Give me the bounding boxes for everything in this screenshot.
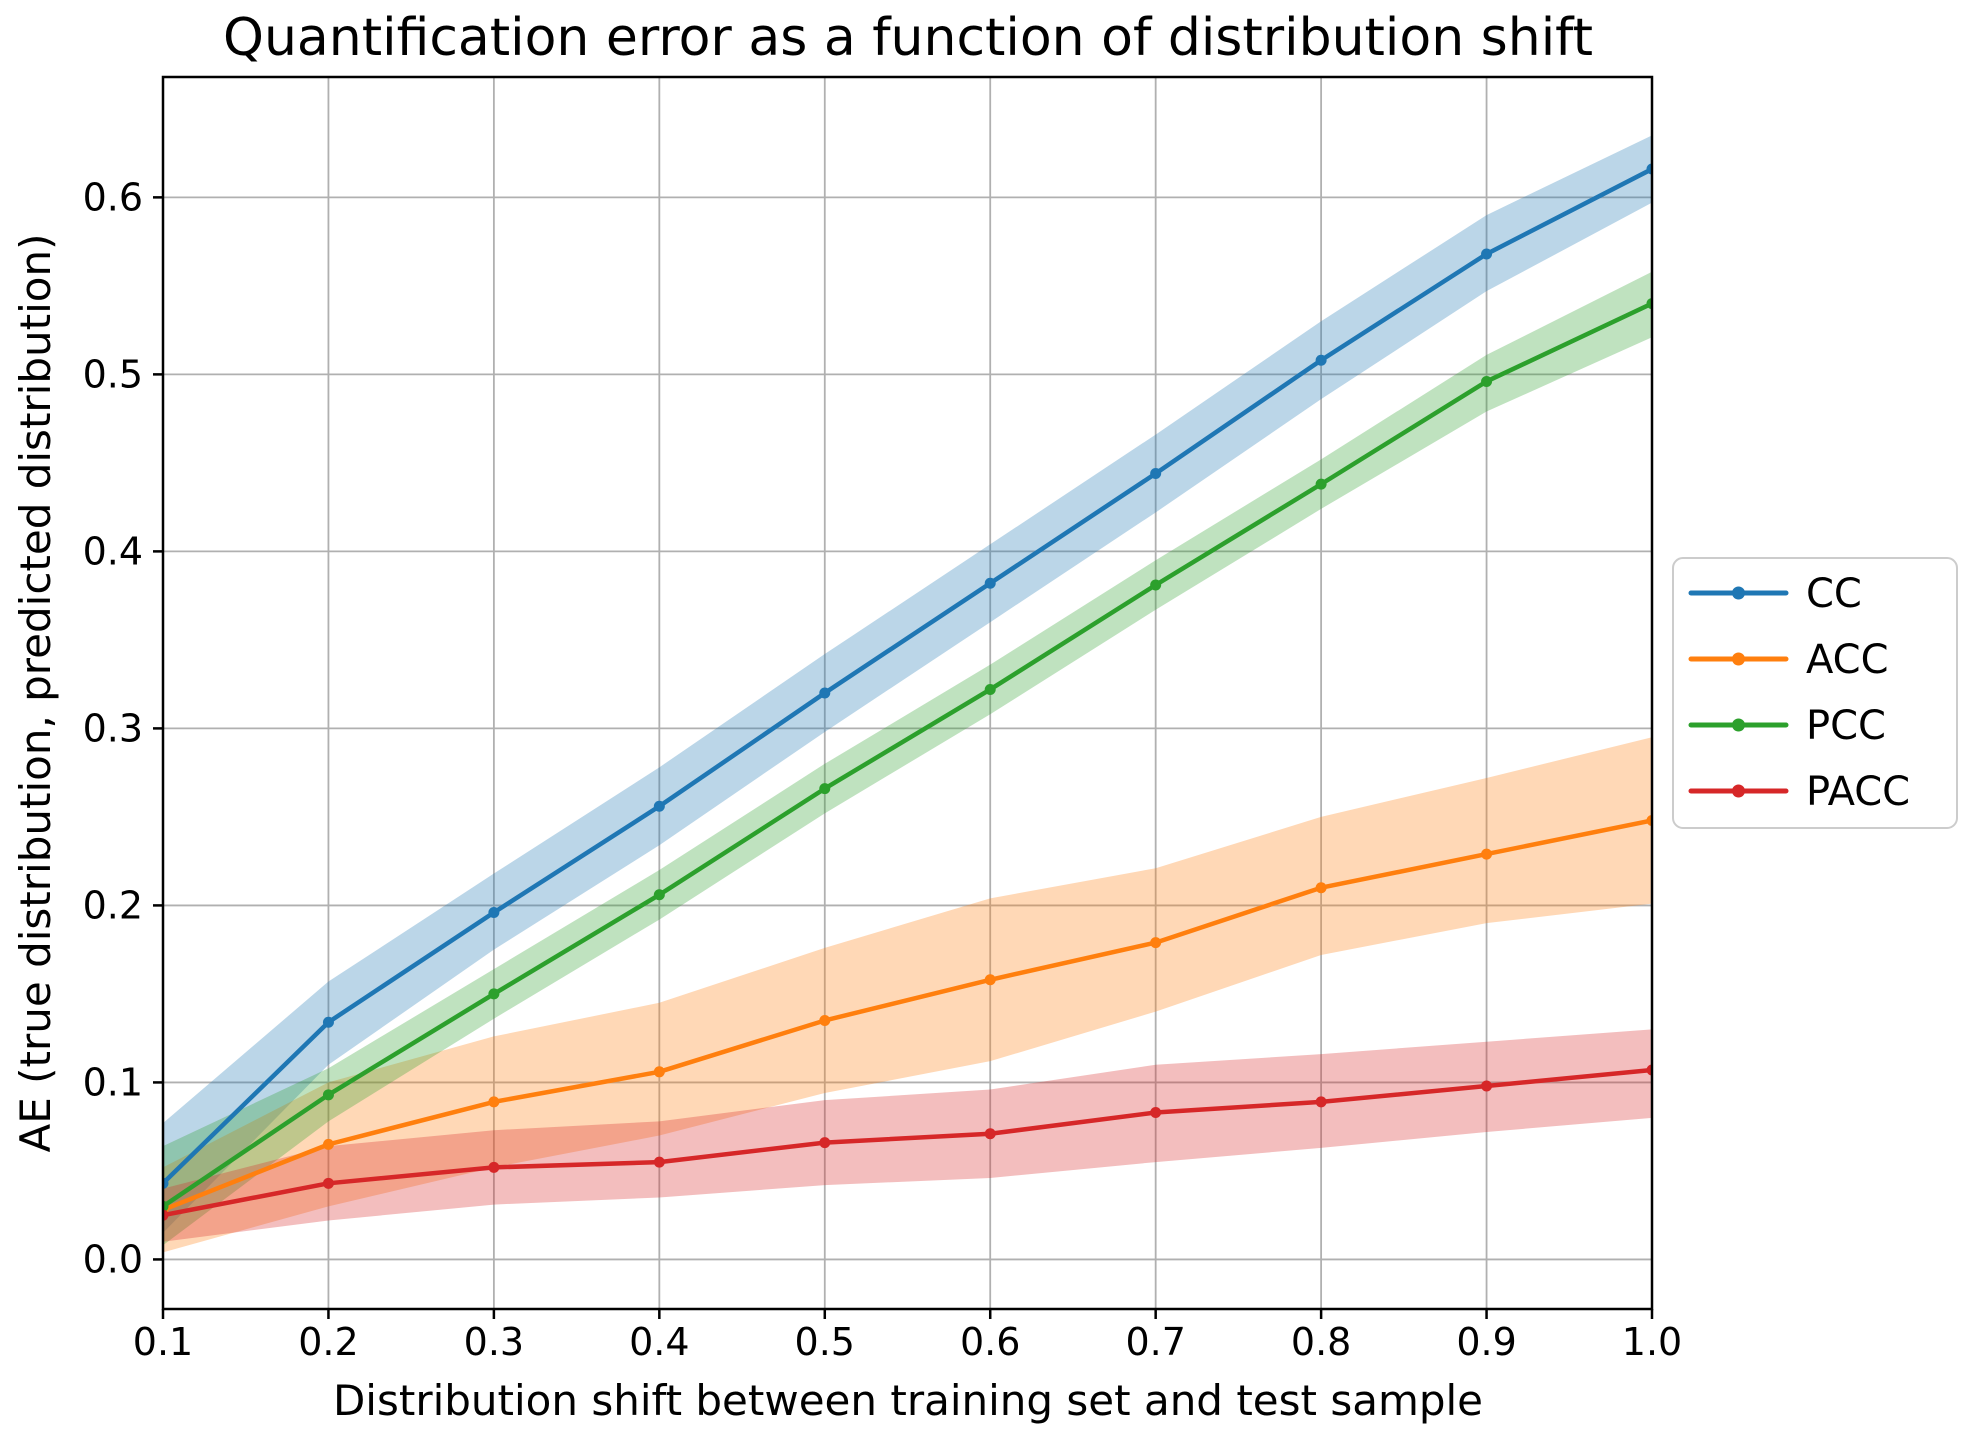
marker-ACC-0.9 [1481, 848, 1493, 860]
x-tick-label-0.1: 0.1 [133, 1320, 193, 1364]
marker-CC-0.6 [984, 577, 996, 589]
legend-item-PCC: PCC [1688, 703, 1886, 749]
x-axis-label: Distribution shift between training set … [333, 1376, 1483, 1425]
marker-ACC-0.7 [1150, 937, 1162, 949]
marker-PCC-0.9 [1481, 375, 1493, 387]
marker-PACC-0.9 [1481, 1080, 1493, 1092]
marker-PACC-0.8 [1315, 1096, 1327, 1108]
grid [163, 77, 1652, 1309]
marker-PCC-0.3 [488, 988, 500, 1000]
marker-PACC-0.6 [984, 1128, 996, 1140]
marker-CC-0.7 [1150, 468, 1162, 480]
legend-marker-PACC [1732, 784, 1745, 798]
y-tick-label-0.5: 0.5 [83, 352, 143, 396]
marker-PACC-1.0 [1646, 1064, 1652, 1076]
x-tick-label-0.7: 0.7 [1125, 1320, 1185, 1364]
line-PACC [163, 1067, 1652, 1218]
marker-PCC-0.7 [1150, 579, 1162, 591]
legend-item-PACC: PACC [1688, 769, 1910, 815]
band-PCC [163, 271, 1652, 1246]
x-tick-label-0.9: 0.9 [1456, 1320, 1516, 1364]
marker-CC-0.4 [653, 800, 665, 812]
legend-label-PCC: PCC [1806, 703, 1886, 749]
chart-title: Quantification error as a function of di… [223, 8, 1593, 68]
y-tick-label-0.4: 0.4 [83, 529, 143, 573]
band-ACC [163, 737, 1652, 1253]
marker-PCC-0.4 [653, 889, 665, 901]
y-tick-label-0.0: 0.0 [83, 1237, 143, 1281]
x-tick-label-0.2: 0.2 [298, 1320, 358, 1364]
y-tick-label-0.2: 0.2 [83, 883, 143, 927]
x-tick-label-0.4: 0.4 [629, 1320, 689, 1364]
marker-PCC-0.8 [1315, 478, 1327, 490]
legend-marker-CC [1732, 586, 1745, 600]
marker-ACC-0.5 [819, 1014, 831, 1026]
marker-CC-0.8 [1315, 354, 1327, 366]
marker-PCC-1.0 [1646, 298, 1652, 310]
band-CC [163, 135, 1652, 1233]
y-axis-label: AE (true distribution, predicted distrib… [11, 234, 60, 1153]
legend-marker-PCC [1732, 718, 1745, 732]
x-tick-label-0.5: 0.5 [795, 1320, 855, 1364]
confidence-bands [163, 135, 1652, 1253]
y-tick-label-0.3: 0.3 [83, 706, 143, 750]
legend-item-CC: CC [1688, 571, 1862, 617]
marker-PCC-0.6 [984, 683, 996, 695]
y-tick-label-0.6: 0.6 [83, 175, 143, 219]
marker-PACC-0.4 [653, 1156, 665, 1168]
marker-CC-0.5 [819, 687, 831, 699]
marker-PACC-0.1 [163, 1209, 169, 1221]
marker-PACC-0.5 [819, 1137, 831, 1149]
legend-marker-ACC [1732, 652, 1745, 666]
marker-CC-0.3 [488, 906, 500, 918]
line-ACC [163, 818, 1652, 1213]
y-tick-label-0.1: 0.1 [83, 1060, 143, 1104]
data-lines [163, 163, 1652, 1221]
legend-label-ACC: ACC [1806, 637, 1889, 683]
line-CC [163, 166, 1652, 1186]
plot-border [161, 75, 1654, 1311]
band-PACC [163, 1029, 1652, 1242]
legend-label-PACC: PACC [1806, 769, 1910, 815]
line-PCC [163, 301, 1652, 1209]
legend-item-ACC: ACC [1688, 637, 1889, 683]
marker-PACC-0.3 [488, 1161, 500, 1173]
marker-CC-0.1 [163, 1177, 169, 1189]
marker-ACC-0.2 [322, 1138, 334, 1150]
marker-CC-0.9 [1481, 248, 1493, 260]
x-tick-label-1.0: 1.0 [1622, 1320, 1682, 1364]
legend: CC ACC PCC PACC [1672, 557, 1958, 829]
marker-PACC-0.2 [322, 1177, 334, 1189]
x-tick-label-0.8: 0.8 [1291, 1320, 1351, 1364]
marker-CC-1.0 [1646, 163, 1652, 175]
x-tick-label-0.6: 0.6 [960, 1320, 1020, 1364]
marker-PACC-0.7 [1150, 1107, 1162, 1119]
marker-PCC-0.1 [163, 1200, 169, 1212]
legend-box [1672, 557, 1958, 829]
marker-PCC-0.2 [322, 1089, 334, 1101]
ticks: 0.1 0.2 0.3 0.4 0.5 0.6 0.7 0.8 0.9 1.0 0.0 0.1 0.2 0… [83, 175, 1683, 1364]
x-tick-label-0.3: 0.3 [464, 1320, 524, 1364]
marker-CC-0.2 [322, 1016, 334, 1028]
marker-ACC-0.6 [984, 974, 996, 986]
marker-ACC-1.0 [1646, 814, 1652, 826]
marker-PCC-0.5 [819, 783, 831, 795]
marker-ACC-0.4 [653, 1066, 665, 1078]
legend-label-CC: CC [1806, 571, 1862, 617]
marker-ACC-0.3 [488, 1096, 500, 1108]
marker-ACC-0.8 [1315, 882, 1327, 894]
